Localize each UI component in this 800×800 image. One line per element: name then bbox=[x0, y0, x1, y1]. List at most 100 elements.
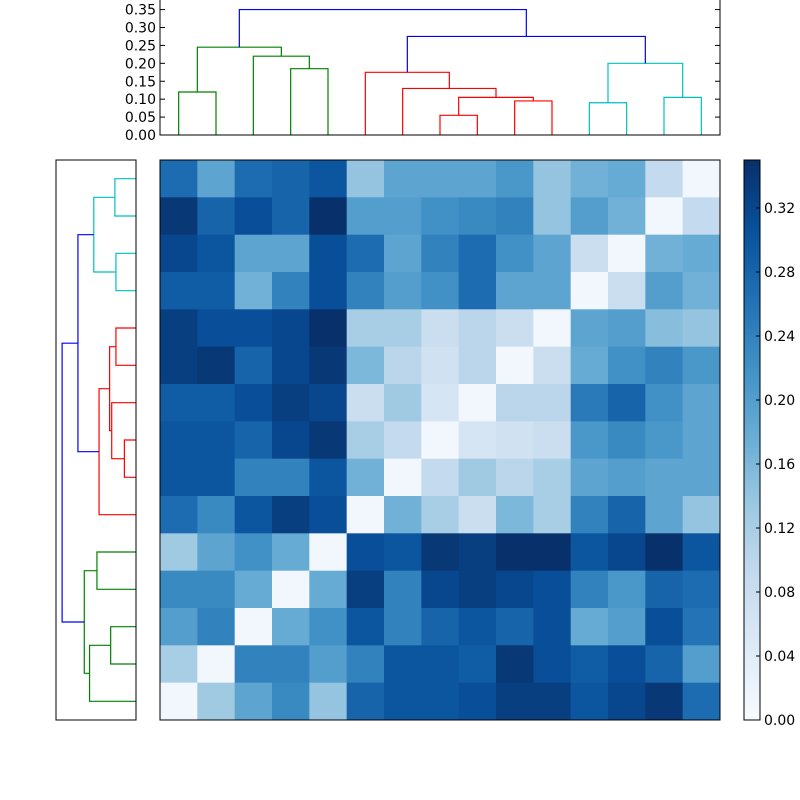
heatmap-cell bbox=[645, 570, 684, 609]
heatmap-cell bbox=[309, 160, 348, 198]
top-dendrogram-frame bbox=[159, 0, 721, 136]
heatmap-cell bbox=[234, 346, 273, 385]
left-dendrogram-link bbox=[88, 644, 136, 702]
heatmap-cell bbox=[421, 272, 460, 310]
heatmap-cell bbox=[346, 458, 385, 497]
heatmap-cell bbox=[682, 458, 721, 497]
heatmap-cell bbox=[533, 682, 572, 721]
heatmap-cell bbox=[272, 421, 310, 460]
heatmap-cell bbox=[234, 496, 273, 534]
heatmap-cell bbox=[197, 309, 236, 348]
heatmap-cell bbox=[645, 346, 684, 385]
heatmap-cell bbox=[682, 645, 721, 684]
heatmap-cell bbox=[197, 682, 236, 721]
heatmap-cell bbox=[384, 645, 422, 684]
heatmap-cell bbox=[197, 234, 236, 273]
heatmap-cell bbox=[421, 421, 460, 460]
heatmap-cell bbox=[496, 645, 534, 684]
heatmap-cell bbox=[570, 608, 609, 646]
heatmap-cell bbox=[421, 346, 460, 385]
heatmap-cell bbox=[384, 458, 422, 497]
heatmap-cell bbox=[645, 645, 684, 684]
heatmap-cell bbox=[608, 346, 646, 385]
colorbar-tick-label: 0.04 bbox=[764, 649, 795, 665]
heatmap-cell bbox=[645, 682, 684, 721]
heatmap-cell bbox=[496, 421, 534, 460]
heatmap-cell bbox=[234, 458, 273, 497]
heatmap-cell bbox=[309, 384, 348, 422]
heatmap-cell bbox=[272, 384, 310, 422]
top-dendrogram-ytick-label: 0.15 bbox=[125, 74, 156, 90]
top-dendrogram-ytick-label: 0.00 bbox=[125, 128, 156, 144]
heatmap-cell bbox=[346, 346, 385, 385]
heatmap-cell bbox=[570, 570, 609, 609]
heatmap-cell bbox=[645, 458, 684, 497]
heatmap-cell bbox=[309, 533, 348, 572]
heatmap-cell bbox=[458, 272, 497, 310]
heatmap-cell bbox=[645, 309, 684, 348]
top-dendrogram-ytick-label: 0.10 bbox=[125, 92, 156, 108]
heatmap-cell bbox=[496, 533, 534, 572]
heatmap-cell bbox=[533, 421, 572, 460]
heatmap-cell bbox=[309, 421, 348, 460]
heatmap-cell bbox=[458, 570, 497, 609]
heatmap-cell bbox=[421, 645, 460, 684]
heatmap-cell bbox=[197, 346, 236, 385]
left-dendrogram-link bbox=[98, 388, 136, 516]
heatmap-cell bbox=[608, 682, 646, 721]
heatmap-cell bbox=[197, 421, 236, 460]
colorbar-tick-label: 0.20 bbox=[764, 393, 795, 409]
heatmap-cell bbox=[384, 682, 422, 721]
heatmap-cell bbox=[570, 197, 609, 236]
heatmap-cell bbox=[160, 645, 198, 684]
heatmap-cell bbox=[384, 234, 422, 273]
heatmap-cell bbox=[197, 458, 236, 497]
heatmap-cell bbox=[496, 272, 534, 310]
heatmap-cell bbox=[458, 533, 497, 572]
heatmap-cell bbox=[384, 160, 422, 198]
heatmap-cell bbox=[272, 570, 310, 609]
heatmap-cell bbox=[160, 496, 198, 534]
left-dendrogram-link bbox=[115, 252, 136, 292]
heatmap-cell bbox=[645, 421, 684, 460]
heatmap-cell bbox=[346, 234, 385, 273]
heatmap-cell bbox=[160, 309, 198, 348]
heatmap-cell bbox=[570, 234, 609, 273]
left-dendrogram-link bbox=[110, 626, 136, 665]
heatmap-cell bbox=[272, 533, 310, 572]
heatmap-cell bbox=[272, 160, 310, 198]
heatmap-cell bbox=[533, 384, 572, 422]
heatmap-cell bbox=[160, 384, 198, 422]
colorbar-tick-label: 0.32 bbox=[764, 201, 795, 217]
heatmap-cell bbox=[608, 197, 646, 236]
heatmap-cell bbox=[421, 234, 460, 273]
heatmap-cell bbox=[496, 458, 534, 497]
heatmap-cell bbox=[197, 496, 236, 534]
colorbar-tick-label: 0.08 bbox=[764, 585, 795, 601]
colorbar-tick-label: 0.00 bbox=[764, 713, 795, 729]
heatmap-cell bbox=[272, 234, 310, 273]
heatmap-cell bbox=[496, 309, 534, 348]
heatmap-cell bbox=[197, 608, 236, 646]
top-dendrogram-link bbox=[588, 102, 628, 135]
heatmap-cell bbox=[496, 197, 534, 236]
heatmap-cell bbox=[608, 421, 646, 460]
heatmap-cell bbox=[272, 272, 310, 310]
heatmap-cell bbox=[309, 458, 348, 497]
heatmap-cell bbox=[346, 272, 385, 310]
heatmap-cell bbox=[458, 421, 497, 460]
heatmap-cell bbox=[645, 608, 684, 646]
left-dendrogram-link bbox=[123, 439, 136, 478]
top-dendrogram-link bbox=[663, 96, 702, 135]
heatmap-cell bbox=[272, 197, 310, 236]
heatmap-matrix bbox=[159, 159, 721, 721]
heatmap-cell bbox=[570, 309, 609, 348]
heatmap-cell bbox=[346, 421, 385, 460]
heatmap-cell bbox=[234, 570, 273, 609]
top-dendrogram-link bbox=[178, 91, 217, 135]
heatmap-cell bbox=[533, 570, 572, 609]
heatmap-cell bbox=[458, 346, 497, 385]
heatmap-cell bbox=[234, 384, 273, 422]
heatmap-cell bbox=[421, 682, 460, 721]
heatmap-cell bbox=[346, 160, 385, 198]
